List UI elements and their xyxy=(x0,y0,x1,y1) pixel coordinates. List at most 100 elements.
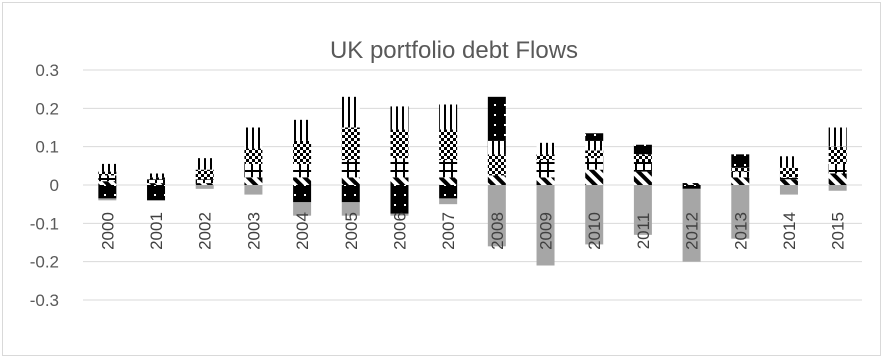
bar-segment xyxy=(390,106,409,130)
bar-segment xyxy=(147,185,166,201)
bar-segment xyxy=(98,163,117,172)
bar-segment xyxy=(779,179,798,185)
bar-segment xyxy=(633,185,652,235)
bar-segment xyxy=(487,96,506,141)
bar-segment xyxy=(536,177,555,185)
bar-segment xyxy=(341,177,360,185)
x-category-label: 2013 xyxy=(731,212,750,250)
bar-segment xyxy=(341,160,360,178)
bar-segment xyxy=(536,185,555,266)
x-category-label: 2002 xyxy=(196,212,215,250)
bar-segment xyxy=(195,169,214,180)
bar-segment xyxy=(341,185,360,203)
bar-segment xyxy=(293,202,312,216)
bar-segment xyxy=(98,171,117,176)
x-category-label: 2006 xyxy=(390,212,409,250)
x-category-label: 2005 xyxy=(342,212,361,250)
bar-segment xyxy=(585,133,604,141)
bar-segment xyxy=(293,119,312,141)
bar-segment xyxy=(487,175,506,185)
bar-segment xyxy=(779,185,798,195)
bar-segment xyxy=(828,163,847,174)
bar-segment xyxy=(828,185,847,191)
bar-segment xyxy=(633,162,652,172)
gridlines xyxy=(83,69,862,301)
bar-segment xyxy=(244,177,263,185)
x-category-label: 2007 xyxy=(439,212,458,250)
y-tick-label: 0 xyxy=(50,176,59,195)
x-axis-categories: 2000 2001 2002 2003 2004 2005 2006 2007 2008 2009… xyxy=(98,212,847,250)
bar-segment xyxy=(195,179,214,184)
bar-segment xyxy=(633,171,652,185)
bar-segment xyxy=(536,160,555,178)
bar-segment xyxy=(244,127,263,149)
bar-segment xyxy=(244,148,263,164)
y-tick-label: 0.1 xyxy=(35,138,59,157)
bar-segment xyxy=(390,177,409,185)
y-tick-label: 0.3 xyxy=(35,61,59,80)
bar-segment xyxy=(439,160,458,178)
bar-segment xyxy=(487,154,506,176)
x-category-label: 2015 xyxy=(829,212,848,250)
bar-segment xyxy=(439,177,458,185)
bar-segment xyxy=(731,171,750,178)
bar-segment xyxy=(390,129,409,159)
bar-segment xyxy=(195,158,214,170)
bar-segment xyxy=(585,158,604,170)
chart-title: UK portfolio debt Flows xyxy=(330,37,578,64)
bar-segment xyxy=(731,185,750,239)
bar-segment xyxy=(779,177,798,180)
bar-segment xyxy=(536,154,555,161)
x-category-label: 2004 xyxy=(293,212,312,250)
x-category-label: 2009 xyxy=(537,212,556,250)
y-axis: 0.3 0.2 0.1 0 -0.1 -0.2 -0.3 xyxy=(30,61,59,310)
bar-segment xyxy=(487,140,506,155)
bar-segment xyxy=(98,181,117,185)
bar-segment xyxy=(147,177,166,180)
bar-segment xyxy=(147,179,166,184)
bar-segment xyxy=(293,140,312,164)
bar-segment xyxy=(293,163,312,178)
bar-segment xyxy=(439,185,458,199)
bar-segment xyxy=(828,173,847,185)
bar-segment xyxy=(682,188,701,262)
bar-segment xyxy=(98,185,117,199)
bar-segment xyxy=(195,185,214,189)
bar-segment xyxy=(682,183,701,185)
bar-segment xyxy=(390,185,409,214)
bar-segment xyxy=(390,213,409,216)
x-category-label: 2012 xyxy=(683,212,702,250)
bar-segment xyxy=(439,104,458,130)
y-tick-label: -0.3 xyxy=(30,291,59,310)
y-tick-label: 0.2 xyxy=(35,99,59,118)
bar-segment xyxy=(244,185,263,195)
x-category-label: 2011 xyxy=(634,213,653,250)
bar-segment xyxy=(731,167,750,172)
bar-segment xyxy=(390,158,409,178)
x-category-label: 2014 xyxy=(780,212,799,250)
bar-segment xyxy=(828,127,847,147)
bar-segment xyxy=(487,185,506,247)
bar-segment xyxy=(585,185,604,245)
bar-segment xyxy=(633,144,652,155)
bar-segment xyxy=(98,175,117,182)
bar-segment xyxy=(98,198,117,201)
bar-segment xyxy=(828,146,847,164)
bar-segment xyxy=(439,129,458,161)
bar-segment xyxy=(293,185,312,203)
bar-segment xyxy=(585,169,604,185)
bar-segment xyxy=(195,183,214,185)
x-category-label: 2010 xyxy=(585,212,604,250)
bar-segment xyxy=(439,198,458,205)
bars xyxy=(98,96,847,266)
bar-segment xyxy=(633,154,652,162)
bar-segment xyxy=(341,127,360,161)
bar-segment xyxy=(585,150,604,159)
x-category-label: 2008 xyxy=(488,212,507,250)
bar-segment xyxy=(293,177,312,185)
bar-segment xyxy=(341,202,360,216)
bar-segment xyxy=(341,96,360,128)
bar-segment xyxy=(244,163,263,178)
bar-segment xyxy=(682,185,701,189)
